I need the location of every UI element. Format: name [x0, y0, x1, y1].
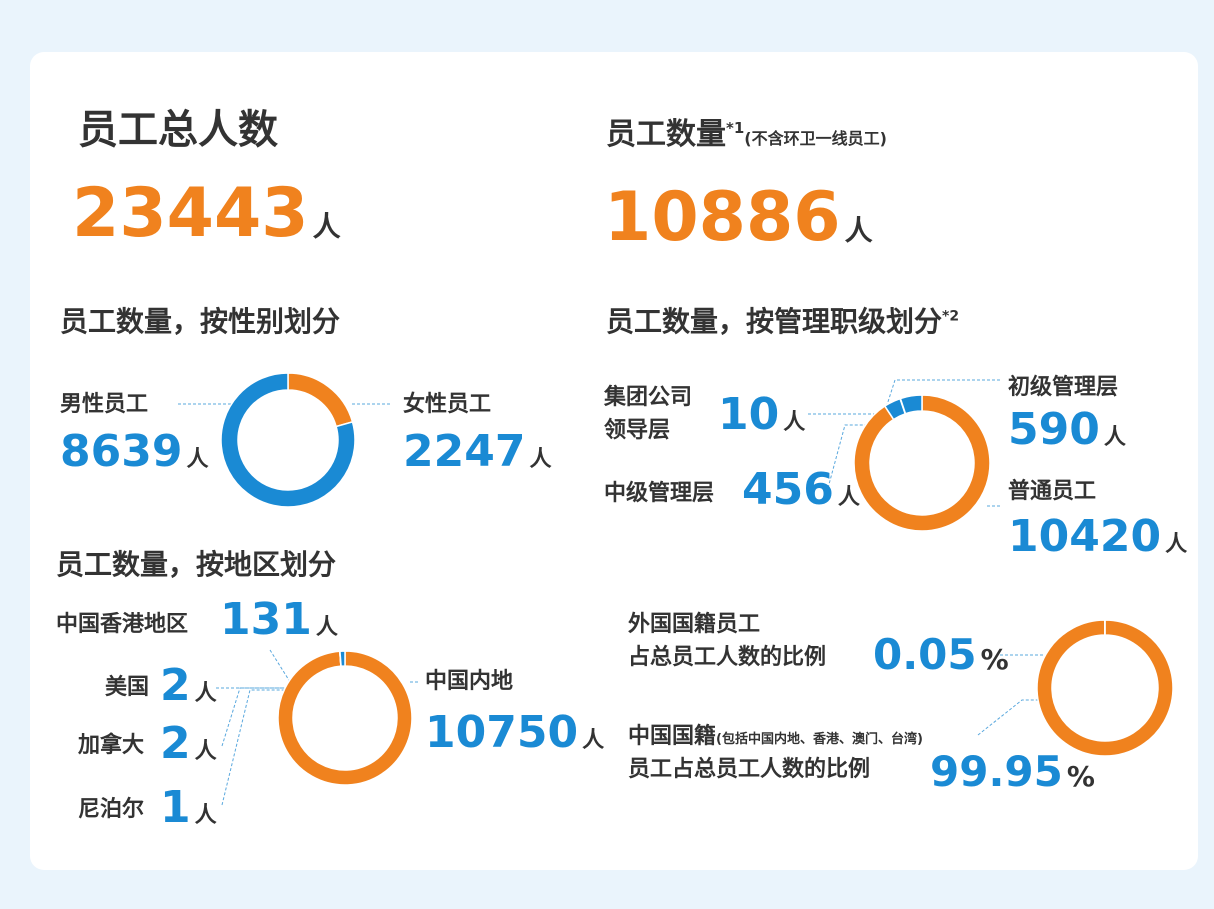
value-label: 99.95	[930, 747, 1063, 796]
value-label: 8639	[60, 426, 183, 477]
category-label: 中国香港地区	[56, 612, 189, 637]
value-label: 10886	[604, 178, 841, 257]
unit: 人	[194, 803, 217, 828]
value-label: 456	[742, 464, 834, 515]
total-title: 员工数量*1(不含环卫一线员工)	[606, 117, 887, 152]
category-label: 外国国籍员工	[628, 612, 761, 637]
value-label: 0.05	[873, 630, 977, 679]
category-label: 女性员工	[403, 392, 492, 417]
category-label: 员工占总员工人数的比例	[628, 757, 871, 782]
data-label: 99.95%	[930, 751, 1095, 793]
category-label: 集团公司	[604, 385, 693, 410]
unit: 人	[837, 485, 860, 510]
data-label: 590 人	[1008, 408, 1126, 452]
unit: 人	[194, 681, 217, 706]
value-label: 23443	[72, 174, 309, 253]
chart-title: 员工数量，按地区划分	[56, 548, 337, 581]
data-label: 0.05%	[873, 634, 1009, 676]
value-label: 10420	[1008, 511, 1162, 562]
category-label: 中国国籍(包括中国内地、香港、澳门、台湾)	[628, 724, 923, 749]
data-label: 10420 人	[1008, 515, 1187, 559]
value-label: 1	[160, 782, 191, 833]
value-label: 131	[220, 594, 312, 645]
data-label: 2247 人	[403, 430, 551, 474]
data-label: 456 人	[742, 468, 860, 512]
category-label: 初级管理层	[1008, 375, 1119, 400]
category-label: 普通员工	[1008, 479, 1097, 504]
value-label: 2	[160, 718, 191, 769]
data-label: 10750 人	[425, 711, 604, 755]
donut-segment	[220, 372, 356, 508]
category-label: 中国内地	[425, 669, 514, 694]
donut-segment	[287, 372, 354, 428]
unit: 人	[186, 447, 209, 472]
unit: 人	[312, 210, 341, 243]
data-label: 8639 人	[60, 430, 208, 474]
category-label: 加拿大	[78, 733, 145, 758]
unit: 人	[315, 615, 338, 640]
total-value: 10886 人	[604, 184, 873, 252]
donut-segment	[853, 394, 991, 532]
category-label: 领导层	[604, 418, 671, 443]
category-label: 中级管理层	[604, 481, 715, 506]
value-label: 2247	[403, 426, 526, 477]
total-value: 23443 人	[72, 180, 341, 248]
value-label: 590	[1008, 404, 1100, 455]
category-label: 男性员工	[60, 392, 149, 417]
unit: 人	[1103, 425, 1126, 450]
unit: 人	[194, 739, 217, 764]
donut-segment	[277, 650, 413, 786]
value-label: 2	[160, 660, 191, 711]
total-title: 员工总人数	[78, 107, 278, 153]
unit: %	[1066, 760, 1095, 793]
unit: 人	[529, 447, 552, 472]
donut-segment	[339, 650, 346, 667]
unit: %	[980, 643, 1009, 676]
donut-segment	[899, 394, 923, 415]
unit: 人	[582, 728, 605, 753]
note: (包括中国内地、香港、澳门、台湾)	[716, 732, 923, 747]
category-label: 尼泊尔	[78, 797, 145, 822]
category-label: 美国	[105, 675, 150, 700]
chart-title: 员工数量，按管理职级划分*2	[606, 305, 960, 338]
unit: 人	[844, 214, 873, 247]
note: *1	[726, 119, 745, 137]
subtitle: (不含环卫一线员工)	[744, 129, 887, 148]
chart-title: 员工数量，按性别划分	[60, 305, 341, 338]
data-label: 10 人	[718, 393, 805, 437]
data-label: 131 人	[220, 598, 338, 642]
unit: 人	[783, 410, 806, 435]
value-label: 10	[718, 389, 780, 440]
donut-segment	[1036, 619, 1174, 757]
category-label: 占总员工人数的比例	[628, 645, 827, 670]
unit: 人	[1165, 532, 1188, 557]
note: *2	[942, 308, 960, 325]
value-label: 10750	[425, 707, 579, 758]
